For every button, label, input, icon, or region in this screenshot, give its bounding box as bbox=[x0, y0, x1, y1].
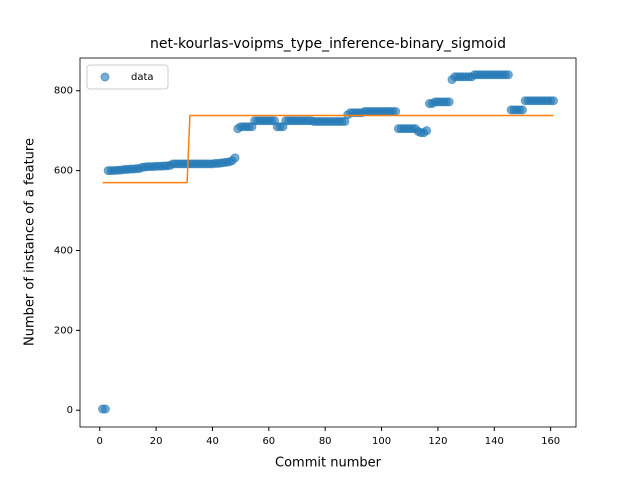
data-point bbox=[422, 126, 432, 136]
data-point bbox=[230, 153, 240, 163]
x-tick-label: 60 bbox=[262, 436, 275, 447]
data-point bbox=[391, 107, 401, 117]
chart-title: net-kourlas-voipms_type_inference-binary… bbox=[150, 36, 506, 52]
legend-label: data bbox=[131, 72, 154, 83]
x-tick-label: 120 bbox=[428, 436, 447, 447]
plot-frame bbox=[79, 57, 577, 428]
x-tick-label: 80 bbox=[319, 436, 332, 447]
y-tick-label: 400 bbox=[54, 245, 73, 256]
legend-box bbox=[86, 64, 169, 90]
legend-marker bbox=[100, 72, 110, 82]
data-point bbox=[517, 105, 527, 115]
x-tick-label: 20 bbox=[150, 436, 163, 447]
y-tick-label: 200 bbox=[54, 325, 73, 336]
x-tick-label: 140 bbox=[485, 436, 504, 447]
x-tick-label: 160 bbox=[541, 436, 560, 447]
x-tick-label: 0 bbox=[97, 436, 103, 447]
data-point bbox=[100, 404, 110, 414]
data-point bbox=[503, 70, 513, 80]
y-axis-label: Number of instance of a feature bbox=[23, 138, 38, 346]
y-tick-label: 0 bbox=[67, 405, 73, 416]
data-point bbox=[548, 96, 558, 106]
x-tick-label: 100 bbox=[372, 436, 391, 447]
x-axis-label: Commit number bbox=[275, 456, 382, 471]
y-tick-label: 800 bbox=[54, 86, 73, 97]
y-tick-label: 600 bbox=[54, 166, 73, 177]
x-tick-label: 40 bbox=[206, 436, 219, 447]
line bbox=[102, 114, 554, 184]
data-point bbox=[444, 97, 454, 107]
